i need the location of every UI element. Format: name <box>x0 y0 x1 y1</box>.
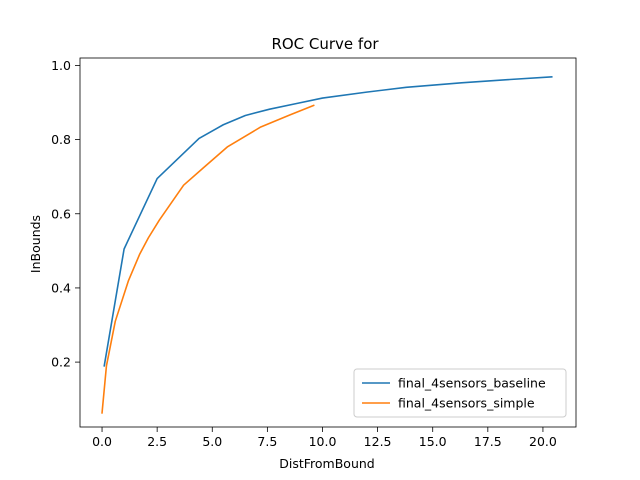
x-tick-label: 5.0 <box>202 434 222 449</box>
x-tick-label: 12.5 <box>364 434 392 449</box>
chart-title: ROC Curve for <box>271 35 379 53</box>
y-axis-label: InBounds <box>28 215 43 273</box>
x-tick-label: 2.5 <box>147 434 167 449</box>
legend-box <box>353 368 567 418</box>
legend-entry: final_4sensors_simple <box>398 396 535 411</box>
y-tick-label: 0.6 <box>51 206 71 221</box>
legend: final_4sensors_baseline final_4sensors_si… <box>353 368 567 418</box>
y-tick-label: 0.4 <box>51 280 71 295</box>
y-tick-label: 1.0 <box>51 58 71 73</box>
series-line-final_4sensors_baseline <box>103 76 553 367</box>
x-tick-label: 17.5 <box>474 434 502 449</box>
plot-area: 0.0 2.5 5.0 7.5 10.0 12.5 15.0 17.5 20.0 0.2 0.4 0.… <box>51 57 577 449</box>
axes-frame <box>79 57 577 428</box>
x-axis-label: DistFromBound <box>279 456 374 471</box>
x-tick-label: 0.0 <box>92 434 112 449</box>
y-tick-label: 0.8 <box>51 132 71 147</box>
x-tick-label: 10.0 <box>309 434 337 449</box>
series-line-final_4sensors_simple <box>101 104 315 414</box>
x-tick-label: 20.0 <box>529 434 557 449</box>
y-tick-label: 0.2 <box>51 355 71 370</box>
x-tick-label: 15.0 <box>419 434 447 449</box>
legend-entry: final_4sensors_baseline <box>398 376 546 391</box>
x-tick-label: 7.5 <box>257 434 277 449</box>
